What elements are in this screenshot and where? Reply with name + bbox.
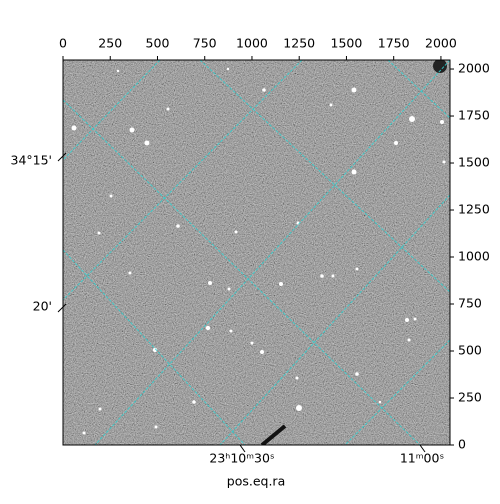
y-tick-label: 1750 (458, 108, 490, 123)
x-tick-label: 0 (59, 36, 67, 51)
x-tick-label: 2000 (425, 36, 457, 51)
x-axis-label: pos.eq.ra (227, 474, 285, 489)
ra-grid-line (63, 99, 421, 445)
stars (71, 60, 447, 445)
dec-label: 20' (33, 299, 52, 314)
y-tick-label: 2000 (458, 61, 490, 76)
image-noise (63, 60, 450, 445)
y-tick-label: 1250 (458, 202, 490, 217)
world-tick (57, 303, 67, 313)
dec-grid-line (344, 339, 450, 445)
x-tick-label: 500 (146, 36, 170, 51)
y-tick-label: 0 (458, 437, 466, 452)
dec-grid-line (63, 60, 161, 161)
world-tick (419, 444, 426, 453)
world-tick (239, 444, 246, 453)
world-tick (57, 152, 67, 162)
frame (62, 59, 451, 446)
x-tick-label: 250 (98, 36, 122, 51)
coordinate-grid (63, 60, 450, 445)
x-tick-label: 1750 (378, 36, 410, 51)
dec-grid-line (219, 194, 450, 445)
ra-label: 23ʰ10ᵐ30ˢ (209, 451, 274, 466)
y-tick-label: 1500 (458, 155, 490, 170)
dec-label: 34°15' (11, 153, 53, 168)
y-tick-label: 500 (458, 343, 482, 358)
y-tick-label: 750 (458, 296, 482, 311)
y-tick-label: 250 (458, 390, 482, 405)
x-tick-label: 1000 (236, 36, 268, 51)
y-tick-label: 1000 (458, 249, 490, 264)
ra-grid-line (387, 60, 450, 119)
dec-grid-line (94, 60, 450, 445)
ra-grid-line (199, 60, 450, 293)
x-tick-label: 1500 (331, 36, 363, 51)
ra-grid-line (63, 249, 246, 445)
dec-grid-line (63, 60, 303, 301)
ra-label: 11ᵐ00ˢ (400, 451, 444, 466)
x-tick-label: 1250 (283, 36, 315, 51)
x-tick-label: 750 (193, 36, 217, 51)
